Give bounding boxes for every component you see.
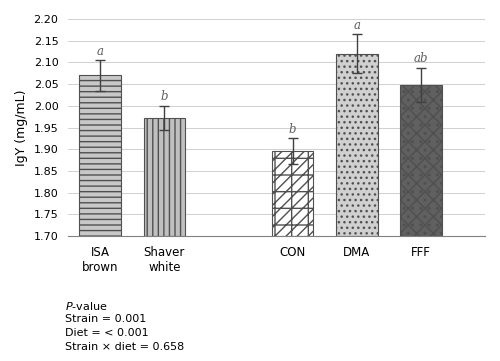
Bar xyxy=(80,75,121,236)
Bar xyxy=(400,85,442,236)
Text: a: a xyxy=(96,45,103,58)
Bar xyxy=(272,151,314,236)
Text: $\it{P}$-value: $\it{P}$-value xyxy=(65,300,108,312)
Bar xyxy=(144,118,185,236)
Text: a: a xyxy=(353,18,360,32)
Text: Strain = 0.001
Diet = < 0.001
Strain × diet = 0.658: Strain = 0.001 Diet = < 0.001 Strain × d… xyxy=(65,314,184,352)
Y-axis label: IgY (mg/mL): IgY (mg/mL) xyxy=(15,89,28,166)
Text: ab: ab xyxy=(414,52,428,65)
Text: b: b xyxy=(160,90,168,103)
Bar xyxy=(336,54,378,236)
Text: b: b xyxy=(289,123,296,136)
